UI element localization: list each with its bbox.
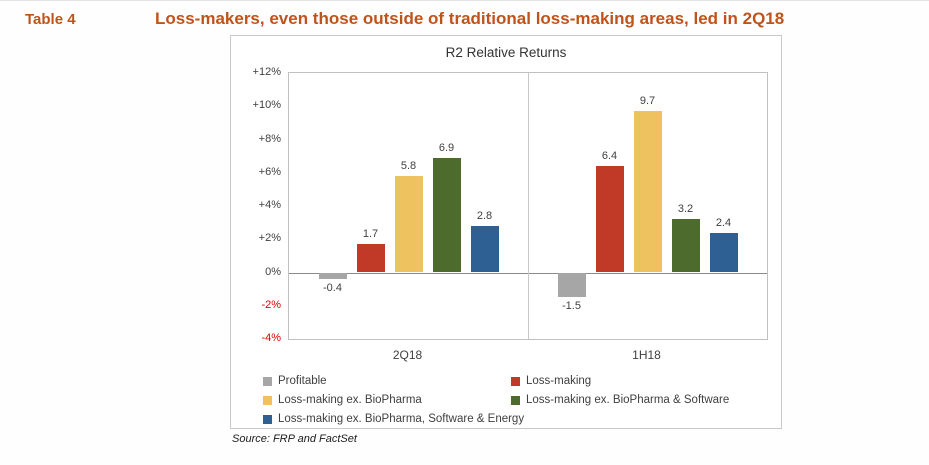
legend-item: Loss-making — [511, 375, 591, 388]
bar-2q18-series-1 — [356, 244, 385, 273]
legend-item: Loss-making ex. BioPharma — [263, 394, 422, 407]
bar-value-label: -0.4 — [323, 282, 342, 295]
legend-swatch — [263, 377, 272, 386]
plot-area: -0.4 1.7 5.8 6.9 2.8 -1.5 6.4 9.7 3.2 2.4 — [288, 72, 768, 340]
y-tick-label: 0% — [265, 265, 281, 278]
bar-value-label: 9.7 — [639, 95, 656, 108]
legend-swatch — [263, 415, 272, 424]
legend-item: Profitable — [263, 375, 327, 388]
y-tick-label: +6% — [258, 165, 281, 178]
legend-label: Profitable — [278, 375, 327, 387]
legend-label: Loss-making ex. BioPharma, Software & En… — [278, 413, 525, 425]
bar-2q18-series-3 — [432, 157, 461, 273]
bar-value-label: 1.7 — [362, 228, 379, 241]
y-tick-label: +8% — [258, 132, 281, 145]
y-tick-label: +10% — [252, 99, 281, 112]
chart-container: R2 Relative Returns -0.4 1.7 5.8 6.9 2.8 -1.5… — [230, 35, 782, 429]
table-label: Table 4 — [25, 11, 76, 28]
bar-value-label: 6.4 — [601, 150, 618, 163]
legend-label: Loss-making ex. BioPharma & Software — [526, 394, 730, 406]
legend-swatch — [511, 396, 520, 405]
bar-1h18-series-0 — [557, 272, 586, 298]
bar-2q18-series-2 — [394, 176, 423, 273]
bar-2q18-series-0 — [318, 272, 347, 280]
legend-item: Loss-making ex. BioPharma, Software & En… — [263, 413, 524, 426]
y-tick-label: -2% — [261, 298, 281, 311]
bar-value-label: 6.9 — [438, 141, 455, 154]
category-divider — [528, 73, 529, 339]
bar-value-label: 3.2 — [677, 203, 694, 216]
bar-2q18-series-4 — [470, 225, 499, 273]
bar-1h18-series-2 — [633, 111, 662, 273]
y-tick-label: -4% — [261, 332, 281, 344]
bar-1h18-series-4 — [709, 232, 738, 273]
page-title: Loss-makers, even those outside of tradi… — [155, 9, 785, 28]
bar-value-label: 2.4 — [715, 216, 732, 229]
bar-value-label: 5.8 — [400, 160, 417, 173]
legend-swatch — [511, 377, 520, 386]
bar-value-label: 2.8 — [476, 209, 493, 222]
y-tick-label: +12% — [252, 66, 281, 78]
x-axis-label: 1H18 — [632, 348, 661, 362]
legend-item: Loss-making ex. BioPharma & Software — [511, 394, 729, 407]
chart-title: R2 Relative Returns — [445, 45, 567, 60]
bar-1h18-series-1 — [595, 166, 624, 273]
y-tick-label: +2% — [258, 232, 281, 245]
legend-label: Loss-making ex. BioPharma — [278, 394, 422, 406]
legend-swatch — [263, 396, 272, 405]
source-note: Source: FRP and FactSet — [232, 433, 357, 445]
legend-label: Loss-making — [526, 375, 592, 387]
bar-1h18-series-3 — [671, 219, 700, 273]
bar-value-label: -1.5 — [562, 300, 581, 313]
y-tick-label: +4% — [258, 199, 281, 211]
x-axis-label: 2Q18 — [392, 348, 423, 362]
